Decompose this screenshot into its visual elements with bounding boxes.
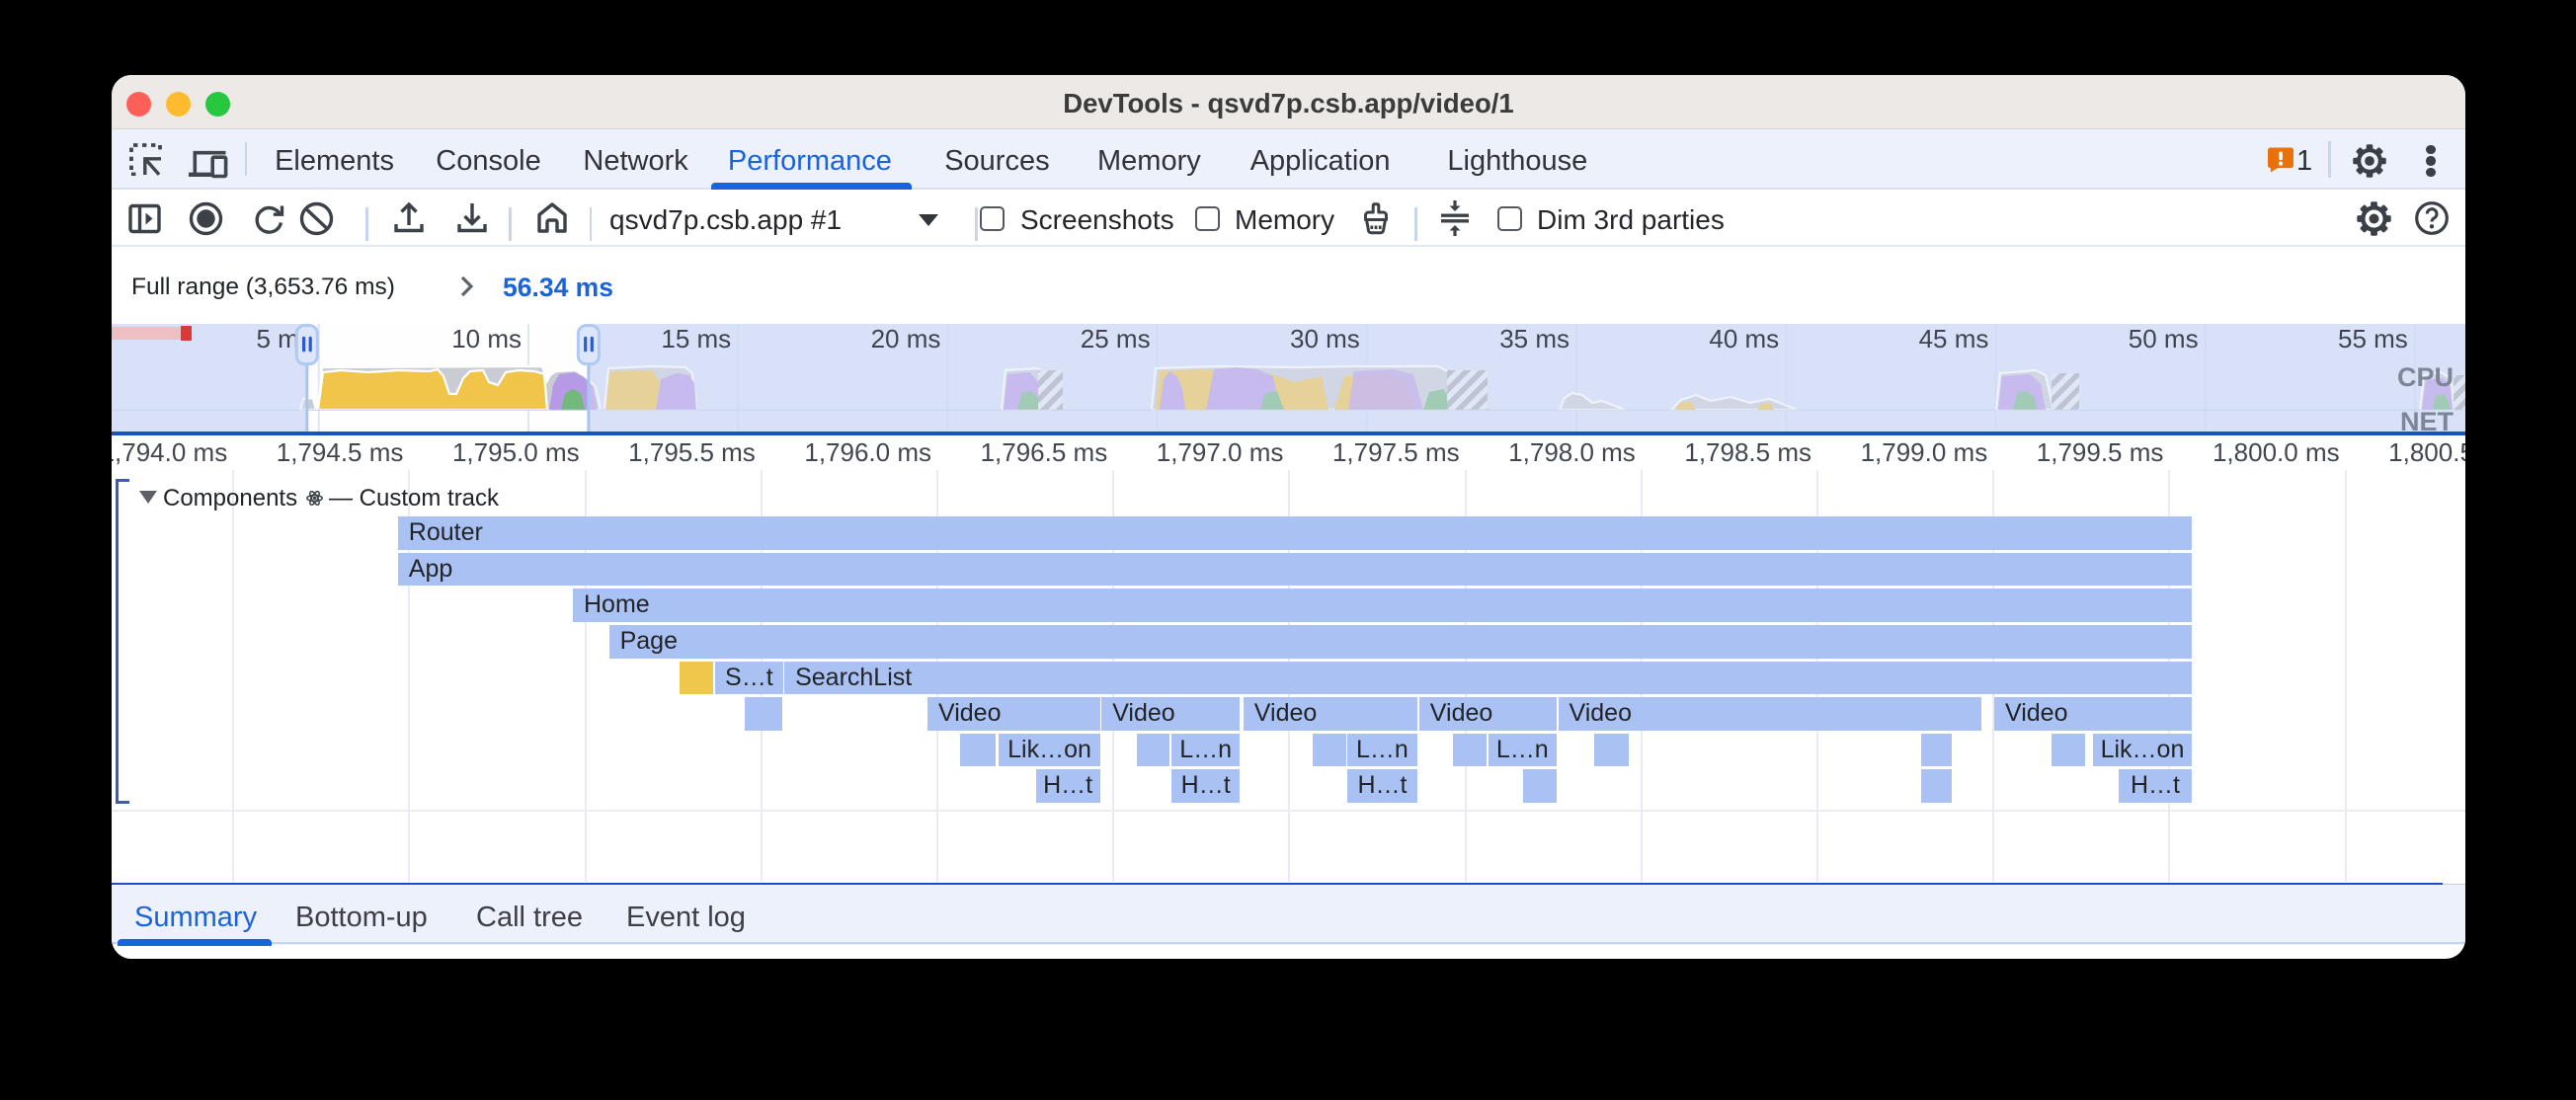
svg-text:15 ms: 15 ms	[661, 324, 731, 354]
svg-text:NET: NET	[2400, 407, 2455, 435]
svg-text:55 ms: 55 ms	[2338, 324, 2408, 354]
svg-text:10 ms: 10 ms	[451, 324, 522, 354]
svg-text:25 ms: 25 ms	[1081, 324, 1151, 354]
svg-text:30 ms: 30 ms	[1290, 324, 1360, 354]
svg-text:CPU: CPU	[2397, 362, 2454, 392]
svg-text:45 ms: 45 ms	[1919, 324, 1989, 354]
svg-text:20 ms: 20 ms	[871, 324, 941, 354]
svg-text:35 ms: 35 ms	[1499, 324, 1570, 354]
svg-text:40 ms: 40 ms	[1709, 324, 1779, 354]
svg-text:50 ms: 50 ms	[2129, 324, 2199, 354]
